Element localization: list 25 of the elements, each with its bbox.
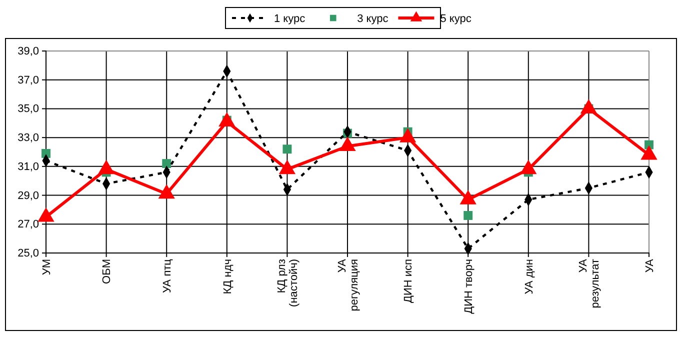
y-tick-label: 39,0 [18, 46, 39, 58]
legend-label: 3 курс [357, 13, 389, 25]
x-tick-label: УА дин [523, 259, 536, 294]
legend-label: 5 курс [440, 13, 472, 25]
y-tick-label: 25,0 [18, 248, 39, 260]
x-tick-label: КД рлз (настойч) [276, 259, 300, 307]
y-tick-label: 29,0 [18, 190, 39, 202]
point [162, 159, 172, 168]
x-tick-label: УА птц [161, 258, 174, 293]
y-tick-label: 31,0 [18, 160, 39, 173]
y-tick-label: 35,0 [18, 103, 39, 116]
y-tick-label: 37,0 [18, 74, 39, 86]
x-tick-label: УА регуляция [336, 258, 360, 312]
point [464, 211, 473, 220]
y-tick-label: 27,0 [18, 218, 39, 231]
x-tick-label: УА [644, 258, 656, 273]
y-tick-label: 33,0 [18, 132, 39, 144]
x-tick-label: ДИН исп [402, 258, 415, 303]
x-tick-label: УА результат [578, 258, 602, 308]
point [282, 144, 292, 154]
x-tick-label: УМ [40, 259, 53, 276]
x-tick-label: ДИН творч [462, 259, 475, 314]
x-tick-label: КД ндч [222, 259, 234, 294]
x-tick-label: ОБМ [101, 259, 114, 284]
legend-label: 1 курс [274, 13, 306, 25]
